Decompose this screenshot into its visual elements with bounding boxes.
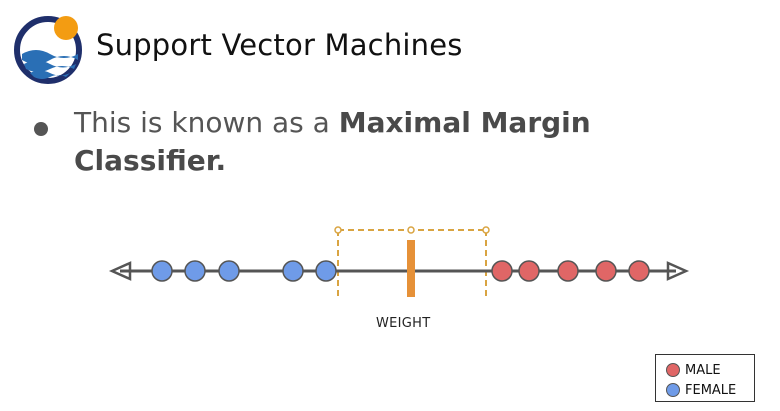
male-point [628, 260, 650, 282]
bullet-text-bold: Maximal Margin Classifier. [74, 106, 591, 177]
legend: MALE FEMALE [655, 354, 755, 402]
axis-right-arrow-icon [666, 261, 690, 281]
threshold-bar [407, 240, 415, 297]
male-point [557, 260, 579, 282]
female-point [315, 260, 337, 282]
legend-item-female: FEMALE [666, 381, 736, 399]
female-point [282, 260, 304, 282]
logo-icon [14, 16, 82, 84]
margin-handle-left [334, 226, 342, 234]
male-point [595, 260, 617, 282]
male-swatch-icon [666, 363, 680, 377]
legend-label-female: FEMALE [685, 382, 737, 398]
page-title: Support Vector Machines [96, 28, 463, 62]
bullet-text-normal: This is known as a [74, 106, 339, 139]
margin-handle-center [407, 226, 415, 234]
bullet-dot [34, 122, 48, 136]
legend-item-male: MALE [666, 361, 721, 379]
female-point [184, 260, 206, 282]
legend-label-male: MALE [685, 362, 721, 378]
female-point [218, 260, 240, 282]
male-point [491, 260, 513, 282]
axis-label: WEIGHT [376, 316, 431, 331]
axis-left-arrow-icon [108, 261, 132, 281]
female-swatch-icon [666, 383, 680, 397]
female-point [151, 260, 173, 282]
bullet-text: This is known as a Maximal Margin Classi… [74, 104, 714, 180]
margin-handle-right [482, 226, 490, 234]
male-point [518, 260, 540, 282]
